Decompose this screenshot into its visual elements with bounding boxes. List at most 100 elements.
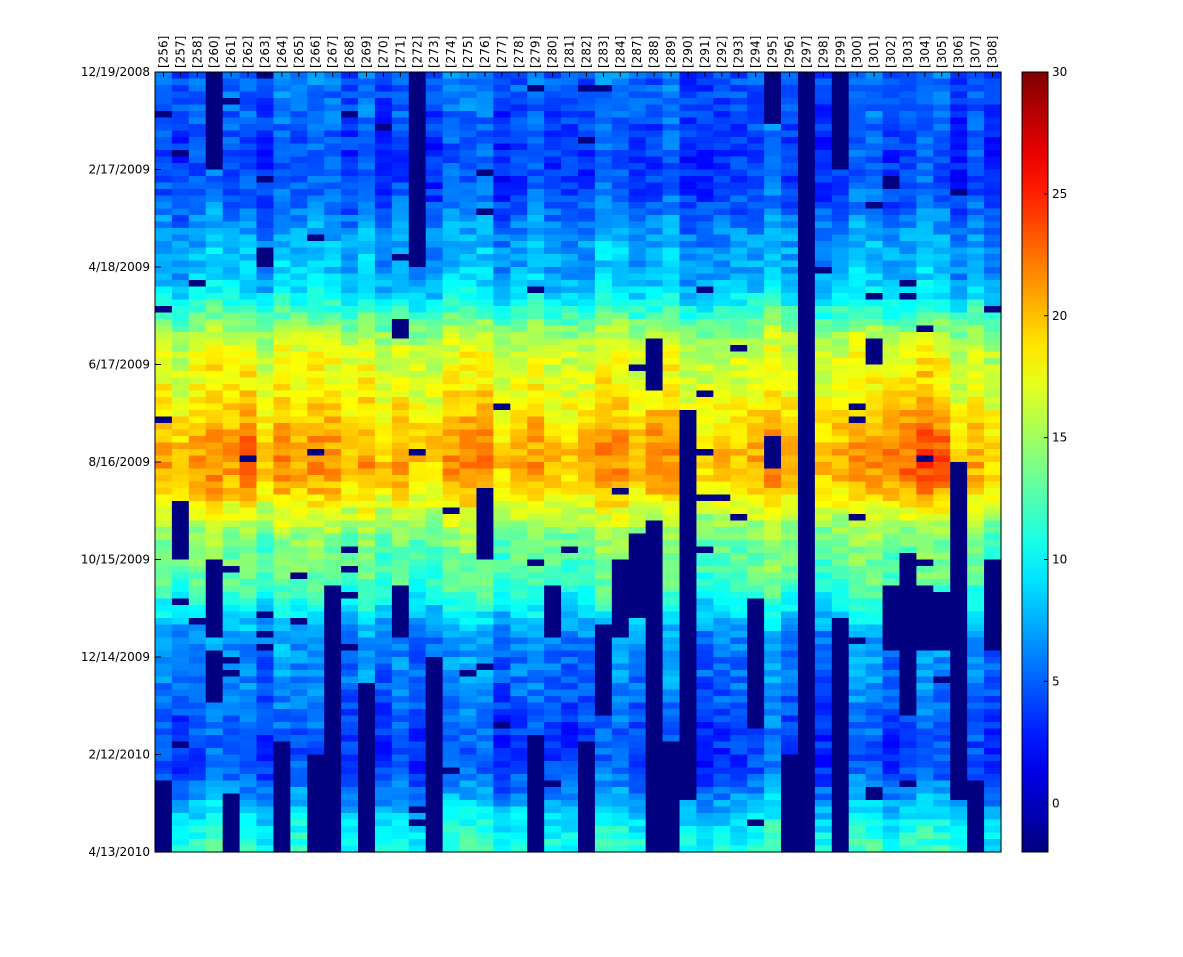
heatmap-cell [831, 676, 850, 684]
heatmap-cell [544, 384, 562, 392]
heatmap-cell [205, 754, 224, 762]
heatmap-cell [476, 254, 494, 262]
heatmap-cell [814, 793, 833, 801]
heatmap-cell [205, 618, 224, 626]
heatmap-cell [662, 332, 681, 340]
heatmap-cell [578, 501, 596, 509]
heatmap-cell [594, 663, 613, 671]
heatmap-cell [307, 91, 325, 99]
heatmap-cell [273, 780, 291, 788]
heatmap-cell [358, 91, 376, 99]
heatmap-cell [611, 189, 630, 197]
heatmap-cell [273, 241, 291, 249]
heatmap-cell [713, 455, 731, 463]
heatmap-cell [290, 137, 308, 145]
heatmap-cell [476, 442, 494, 450]
heatmap-cell [797, 364, 816, 372]
heatmap-cell [290, 306, 308, 314]
heatmap-cell [290, 338, 308, 346]
heatmap-cell [493, 553, 511, 561]
heatmap-cell [476, 800, 494, 808]
heatmap-cell [527, 774, 545, 782]
heatmap-cell [476, 845, 494, 853]
heatmap-cell [696, 306, 714, 314]
heatmap-cell [628, 683, 647, 691]
heatmap-cell [527, 325, 545, 333]
heatmap-cell [205, 494, 224, 502]
heatmap-cell [341, 644, 359, 652]
heatmap-cell [662, 598, 681, 606]
heatmap-cell [848, 189, 867, 197]
heatmap-cell [611, 312, 630, 320]
heatmap-cell [561, 442, 579, 450]
heatmap-cell [171, 371, 190, 379]
heatmap-cell [188, 637, 207, 645]
heatmap-cell [188, 631, 207, 639]
heatmap-cell [696, 748, 714, 756]
heatmap-cell [493, 338, 511, 346]
heatmap-cell [747, 494, 765, 502]
heatmap-cell [747, 390, 765, 398]
heatmap-cell [374, 767, 393, 775]
heatmap-cell [239, 657, 258, 665]
heatmap-cell [561, 553, 579, 561]
heatmap-cell [764, 813, 782, 821]
heatmap-cell [476, 299, 494, 307]
heatmap-cell [544, 104, 562, 112]
heatmap-cell [814, 637, 833, 645]
heatmap-cell [222, 449, 241, 457]
heatmap-cell [273, 663, 291, 671]
heatmap-cell [205, 208, 224, 216]
heatmap-cell [696, 143, 714, 151]
heatmap-cell [747, 176, 765, 184]
heatmap-cell [848, 572, 867, 580]
heatmap-cell [696, 358, 714, 366]
heatmap-cell [730, 202, 748, 210]
heatmap-cell [730, 598, 748, 606]
heatmap-cell [510, 585, 528, 593]
heatmap-cell [814, 715, 833, 723]
heatmap-cell [442, 78, 461, 86]
heatmap-cell [713, 98, 731, 106]
heatmap-cell [171, 403, 190, 411]
heatmap-cell [493, 189, 511, 197]
heatmap-cell [307, 514, 325, 522]
heatmap-cell [831, 774, 850, 782]
heatmap-cell [205, 761, 224, 769]
heatmap-cell [831, 754, 850, 762]
heatmap-cell [222, 280, 241, 288]
heatmap-cell [307, 208, 325, 216]
heatmap-cell [442, 247, 461, 255]
heatmap-cell [408, 650, 427, 658]
heatmap-cell [493, 702, 511, 710]
heatmap-cell [797, 85, 816, 93]
heatmap-cell [645, 689, 664, 697]
heatmap-cell [205, 572, 224, 580]
heatmap-cell [696, 663, 714, 671]
heatmap-cell [713, 254, 731, 262]
heatmap-cell [408, 78, 427, 86]
heatmap-cell [578, 221, 596, 229]
heatmap-cell [544, 657, 562, 665]
heatmap-cell [459, 748, 478, 756]
heatmap-cell [713, 364, 731, 372]
heatmap-cell [831, 767, 850, 775]
heatmap-cell [188, 696, 207, 704]
heatmap-cell [594, 111, 613, 119]
heatmap-cell [679, 254, 698, 262]
heatmap-cell [341, 423, 359, 431]
heatmap-cell [408, 761, 427, 769]
heatmap-cell [510, 384, 528, 392]
heatmap-cell [425, 436, 444, 444]
heatmap-cell [358, 286, 376, 294]
heatmap-cell [374, 176, 393, 184]
heatmap-cell [290, 754, 308, 762]
heatmap-cell [290, 286, 308, 294]
heatmap-cell [831, 403, 850, 411]
heatmap-cell [324, 208, 342, 216]
heatmap-cell [797, 553, 816, 561]
heatmap-cell [290, 598, 308, 606]
heatmap-cell [256, 507, 275, 515]
heatmap-cell [171, 598, 190, 606]
heatmap-cell [155, 202, 173, 210]
